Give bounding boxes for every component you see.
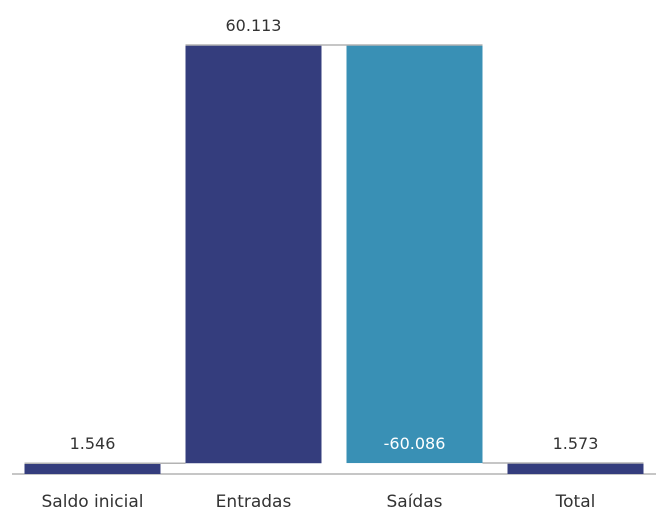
x-tick-label: Entradas <box>216 492 292 512</box>
data-label: -60.086 <box>384 434 446 453</box>
data-label: 1.573 <box>553 434 599 453</box>
x-tick-label: Saídas <box>387 492 443 512</box>
bar <box>346 45 483 464</box>
data-label: 1.546 <box>70 434 116 453</box>
data-label: 60.113 <box>226 16 282 35</box>
x-tick-label: Saldo inicial <box>42 492 144 512</box>
bar <box>24 463 161 474</box>
bar <box>185 45 322 464</box>
x-tick-label: Total <box>555 492 596 512</box>
bar <box>507 463 644 474</box>
